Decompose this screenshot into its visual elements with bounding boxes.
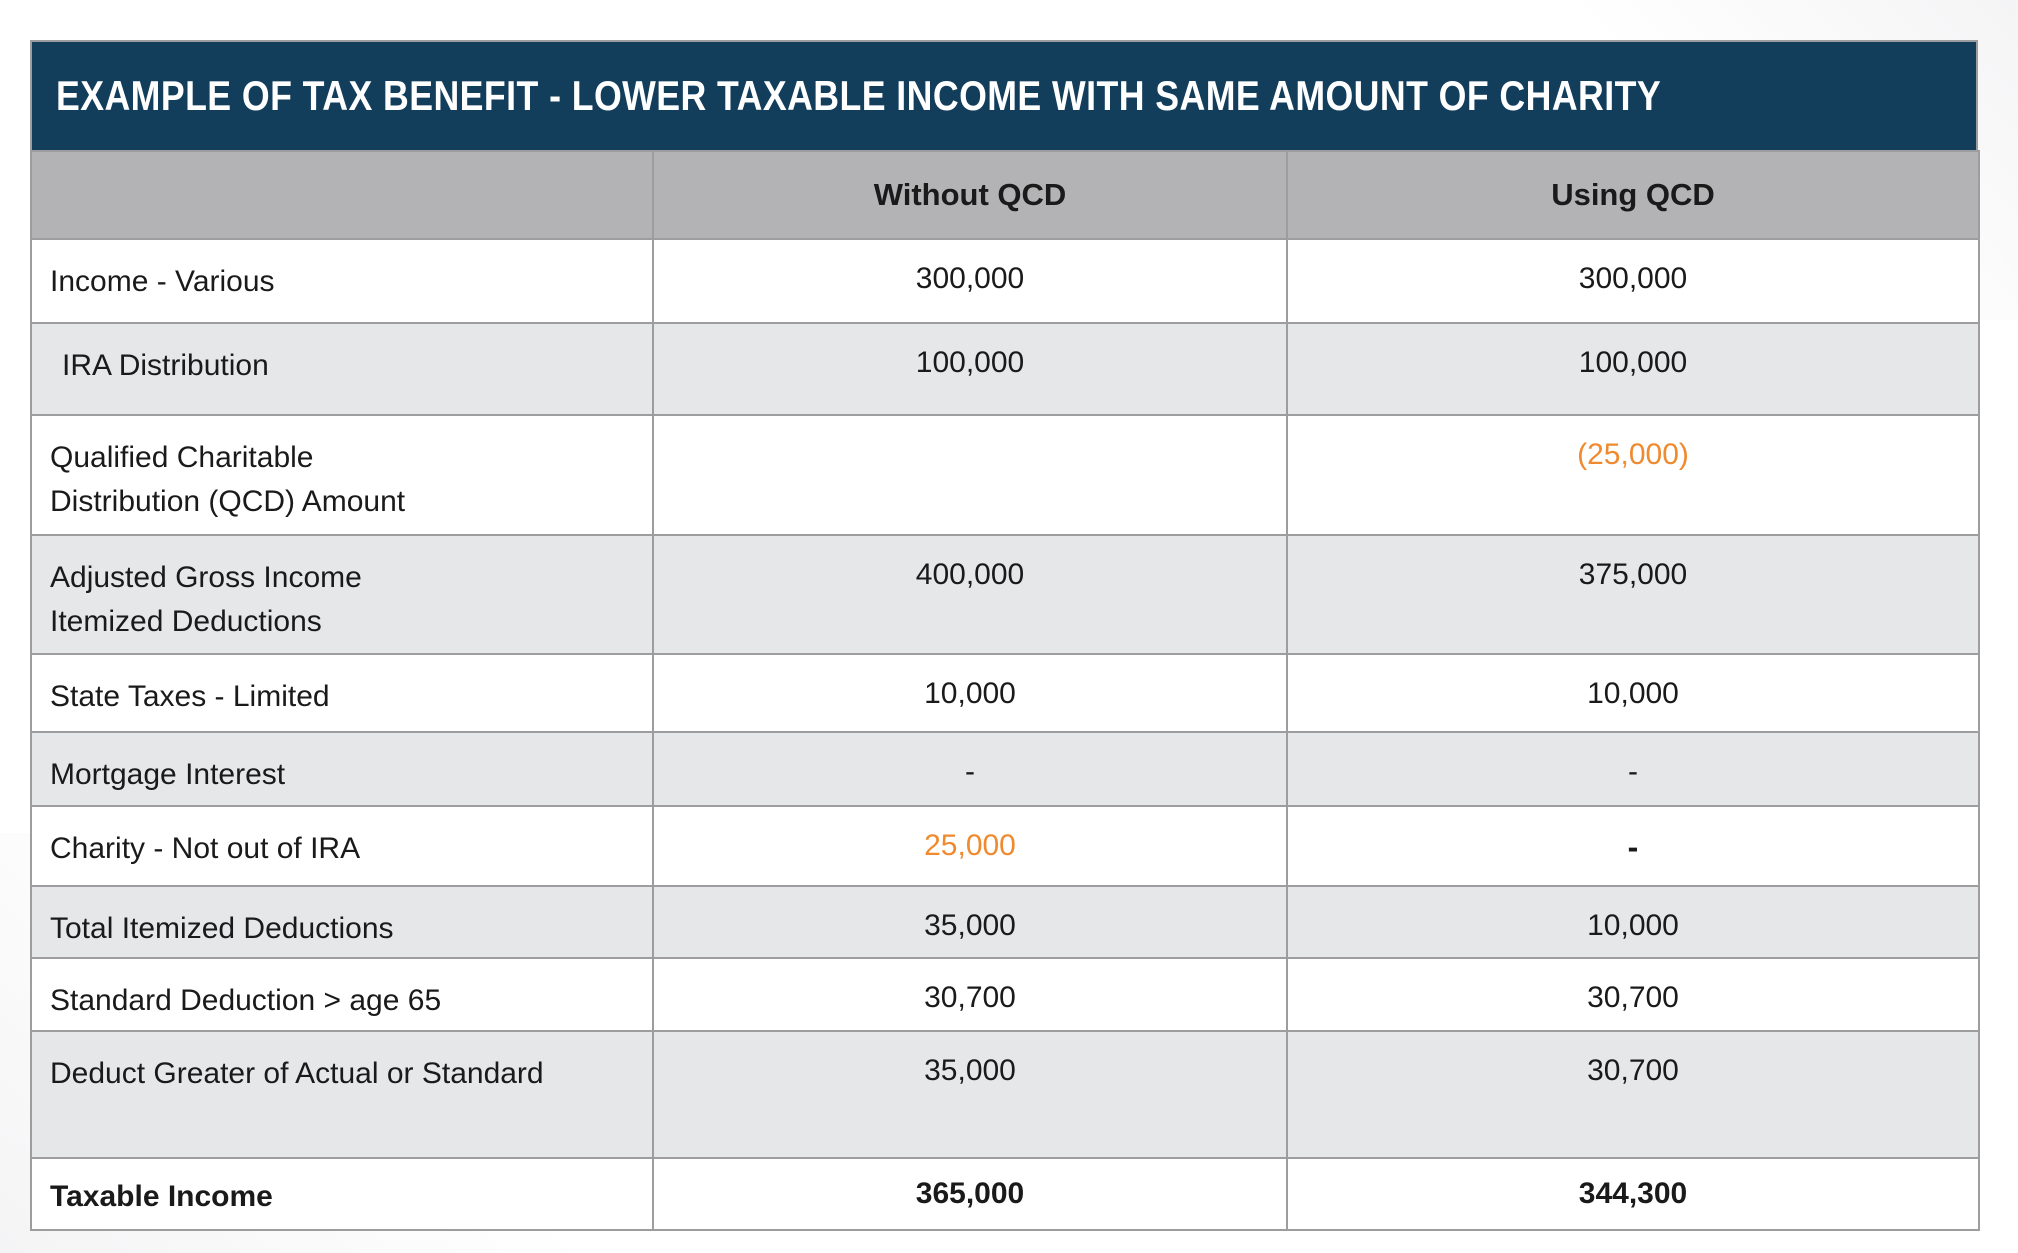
row-label: Standard Deduction > age 65 <box>30 956 654 1032</box>
value-without-qcd: 35,000 <box>652 1029 1288 1159</box>
value-using-qcd: 10,000 <box>1286 885 1980 959</box>
row-label: Qualified Charitable Distribution (QCD) … <box>30 414 654 536</box>
value-using-qcd: 375,000 <box>1286 534 1980 655</box>
comparison-table: Without QCD Using QCD Income - Various 3… <box>30 150 1980 1231</box>
row-label: Income - Various <box>30 238 654 324</box>
header-row: Without QCD Using QCD <box>30 150 1980 240</box>
value-without-qcd: 365,000 <box>652 1156 1288 1231</box>
row-label: Adjusted Gross Income Itemized Deduction… <box>30 534 654 655</box>
value-using-qcd: - <box>1286 731 1980 807</box>
header-empty-cell <box>30 150 654 240</box>
row-label: IRA Distribution <box>30 322 654 416</box>
header-without-qcd: Without QCD <box>652 150 1288 240</box>
value-without-qcd: 400,000 <box>652 534 1288 655</box>
value-using-qcd: (25,000) <box>1286 414 1980 536</box>
value-using-qcd: 10,000 <box>1286 653 1980 733</box>
value-without-qcd: 100,000 <box>652 322 1288 416</box>
value-using-qcd: 300,000 <box>1286 238 1980 324</box>
value-using-qcd: 30,700 <box>1286 956 1980 1032</box>
table-row-total-itemized: Total Itemized Deductions 35,000 10,000 <box>30 885 1980 959</box>
value-without-qcd: 300,000 <box>652 238 1288 324</box>
table-row-adjusted-gross-income: Adjusted Gross Income Itemized Deduction… <box>30 534 1980 655</box>
value-without-qcd: 25,000 <box>652 805 1288 887</box>
table-title-bar: EXAMPLE OF TAX BENEFIT - LOWER TAXABLE I… <box>30 40 1978 150</box>
value-without-qcd: 35,000 <box>652 885 1288 959</box>
table-row-qcd-amount: Qualified Charitable Distribution (QCD) … <box>30 414 1980 536</box>
row-label: Charity - Not out of IRA <box>30 805 654 887</box>
table-row-ira-distribution: IRA Distribution 100,000 100,000 <box>30 322 1980 416</box>
row-label: Taxable Income <box>30 1156 654 1231</box>
table-row-standard-deduction: Standard Deduction > age 65 30,700 30,70… <box>30 956 1980 1032</box>
row-label: Deduct Greater of Actual or Standard <box>30 1029 654 1159</box>
row-label: Total Itemized Deductions <box>30 885 654 959</box>
value-without-qcd <box>652 414 1288 536</box>
table-row-mortgage-interest: Mortgage Interest - - <box>30 731 1980 807</box>
row-label: State Taxes - Limited <box>30 653 654 733</box>
table-row-state-taxes: State Taxes - Limited 10,000 10,000 <box>30 653 1980 733</box>
table-title: EXAMPLE OF TAX BENEFIT - LOWER TAXABLE I… <box>56 72 1662 119</box>
table-row-charity-not-ira: Charity - Not out of IRA 25,000 - <box>30 805 1980 887</box>
table-row-taxable-income: Taxable Income 365,000 344,300 <box>30 1156 1980 1231</box>
tax-benefit-table: EXAMPLE OF TAX BENEFIT - LOWER TAXABLE I… <box>30 40 1980 1231</box>
value-without-qcd: - <box>652 731 1288 807</box>
header-using-qcd: Using QCD <box>1286 150 1980 240</box>
value-using-qcd: 30,700 <box>1286 1029 1980 1159</box>
value-using-qcd: 100,000 <box>1286 322 1980 416</box>
row-label: Mortgage Interest <box>30 731 654 807</box>
value-without-qcd: 30,700 <box>652 956 1288 1032</box>
table-row-income: Income - Various 300,000 300,000 <box>30 238 1980 324</box>
value-using-qcd: 344,300 <box>1286 1156 1980 1231</box>
table-row-deduct-greater: Deduct Greater of Actual or Standard 35,… <box>30 1029 1980 1159</box>
value-using-qcd: - <box>1286 805 1980 887</box>
value-without-qcd: 10,000 <box>652 653 1288 733</box>
